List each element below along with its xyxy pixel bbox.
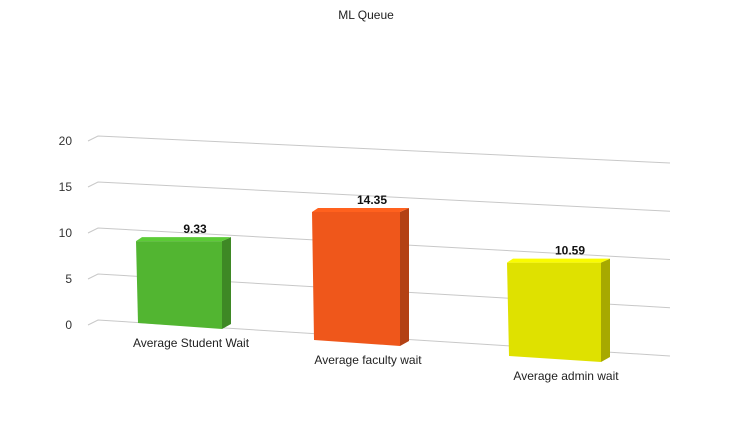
gridline (87, 227, 671, 260)
y-tick-label: 15 (59, 180, 73, 194)
bar (312, 207, 409, 346)
gridlines (87, 135, 671, 357)
bars (136, 207, 610, 362)
y-tick-label: 0 (65, 318, 72, 332)
category-label: Average admin wait (513, 369, 619, 383)
category-label: Average faculty wait (314, 353, 422, 367)
y-tick-label: 10 (59, 226, 73, 240)
y-tick-label: 5 (65, 272, 72, 286)
gridline (87, 181, 671, 212)
data-label: 9.33 (183, 222, 207, 236)
gridline (87, 135, 671, 164)
bar (136, 237, 231, 329)
y-axis-ticks: 0 5 10 15 20 (59, 134, 73, 332)
gridline (87, 273, 671, 309)
y-tick-label: 20 (59, 134, 73, 148)
gridline (87, 319, 671, 357)
data-label: 14.35 (357, 193, 387, 207)
labels: 9.33 Average Student Wait 14.35 Average fac… (133, 193, 619, 383)
bar (507, 258, 610, 362)
category-label: Average Student Wait (133, 336, 250, 350)
chart-title: ML Queue (338, 8, 394, 22)
data-label: 10.59 (555, 244, 585, 258)
